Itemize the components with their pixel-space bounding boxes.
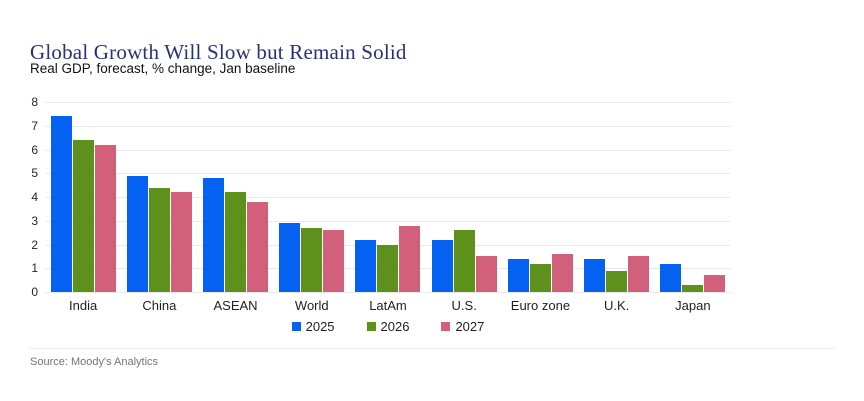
bar-series-container xyxy=(45,102,731,292)
bar-group-euro-zone xyxy=(502,102,578,292)
gridline xyxy=(45,102,731,103)
gridline xyxy=(45,220,731,222)
legend-label: 2025 xyxy=(305,319,335,334)
legend-swatch xyxy=(441,322,451,331)
y-tick-label: 5 xyxy=(31,166,38,181)
bar-2025 xyxy=(203,178,225,292)
legend-label: 2026 xyxy=(380,319,410,334)
x-axis-category-labels: India China ASEAN World LatAm U.S. Euro zone U.… xyxy=(45,298,731,313)
bar-2026 xyxy=(377,244,399,292)
bar-2026 xyxy=(148,187,170,292)
x-category-label: India xyxy=(69,298,98,313)
y-tick-label: 4 xyxy=(31,190,38,204)
bar-group-japan xyxy=(655,102,731,292)
bar-2026 xyxy=(529,263,551,292)
chart-subtitle: Real GDP, forecast, % change, Jan baseli… xyxy=(30,61,296,76)
bar-2025 xyxy=(355,239,377,292)
bar-2027 xyxy=(94,144,116,292)
legend-item-2027: 2027 xyxy=(441,319,484,334)
x-category-label: U.S. xyxy=(451,298,477,313)
bar-2027 xyxy=(551,254,573,292)
legend-swatch xyxy=(366,322,376,331)
gridline xyxy=(45,292,731,293)
bar-2025 xyxy=(279,223,301,292)
x-category-label: Japan xyxy=(675,298,711,313)
chart-title: Global Growth Will Slow but Remain Solid xyxy=(30,40,407,65)
legend-label: 2027 xyxy=(455,319,485,334)
x-category-label: Euro zone xyxy=(510,298,571,313)
x-category-label: China xyxy=(142,298,177,313)
y-tick-label: 8 xyxy=(31,95,38,109)
legend: 2025 2026 2027 xyxy=(45,319,731,334)
footer-divider xyxy=(28,348,836,349)
bar-group-asean xyxy=(197,102,273,292)
bar-group-u-k- xyxy=(579,102,655,292)
bar-2025 xyxy=(660,263,682,292)
gridline xyxy=(45,197,731,198)
bar-2025 xyxy=(584,258,606,292)
bar-2025 xyxy=(50,116,72,292)
y-tick-label: 3 xyxy=(31,213,38,228)
bar-2025 xyxy=(431,239,453,292)
legend-item-2026: 2026 xyxy=(366,319,410,334)
bar-2026 xyxy=(72,140,94,292)
bar-group-china xyxy=(121,102,197,292)
bar-2026 xyxy=(682,284,704,292)
bar-group-india xyxy=(45,102,121,292)
bar-2026 xyxy=(301,227,323,292)
legend-swatch xyxy=(291,322,301,331)
bar-2027 xyxy=(704,275,726,292)
bar-2027 xyxy=(399,225,421,292)
x-category-label: U.K. xyxy=(603,298,630,313)
bar-2026 xyxy=(225,192,247,292)
gridline xyxy=(45,125,731,127)
bar-2027 xyxy=(170,192,192,292)
bar-group-u-s- xyxy=(426,102,502,292)
bar-2027 xyxy=(628,256,650,292)
y-axis: 0 1 2 3 4 5 6 7 8 xyxy=(14,95,38,299)
y-tick-label: 1 xyxy=(31,261,38,276)
bar-group-latam xyxy=(350,102,426,292)
source-attribution: Source: Moody's Analytics xyxy=(30,356,159,368)
y-tick-label: 0 xyxy=(31,285,38,299)
bar-2026 xyxy=(453,230,475,292)
bar-2027 xyxy=(323,230,345,292)
y-tick-label: 7 xyxy=(31,118,38,133)
x-category-label: LatAm xyxy=(369,298,407,313)
bar-2027 xyxy=(247,201,269,292)
gridline xyxy=(45,149,731,151)
bar-group-world xyxy=(274,102,350,292)
legend-item-2025: 2025 xyxy=(291,319,335,334)
y-tick-label: 6 xyxy=(31,142,38,157)
bar-2026 xyxy=(606,270,628,292)
bar-2025 xyxy=(507,258,529,292)
gridline xyxy=(45,173,731,175)
y-tick-label: 2 xyxy=(31,237,38,252)
x-category-label: World xyxy=(294,298,329,313)
bar-2025 xyxy=(126,175,148,292)
bar-2027 xyxy=(475,256,497,292)
x-category-label: ASEAN xyxy=(213,298,258,313)
plot-area xyxy=(45,102,731,293)
